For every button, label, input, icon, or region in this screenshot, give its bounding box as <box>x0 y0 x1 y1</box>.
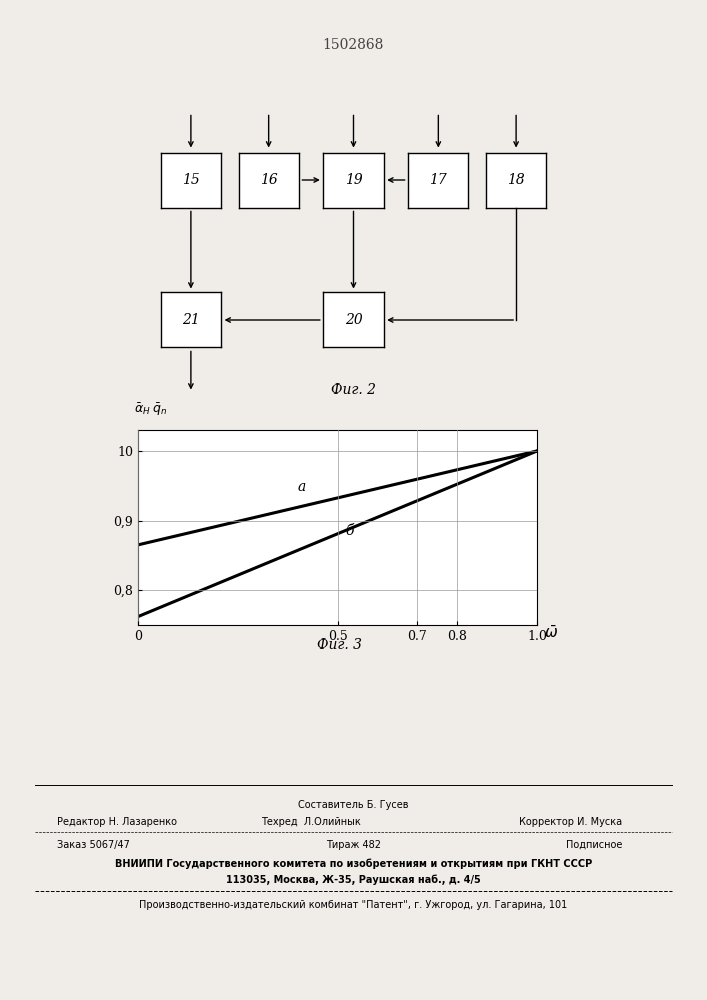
Text: $\bar{\alpha}_{\mathit{H}}\;\bar{q}_{\mathit{n}}$: $\bar{\alpha}_{\mathit{H}}\;\bar{q}_{\ma… <box>134 401 168 418</box>
Text: 15: 15 <box>182 173 200 187</box>
Text: Составитель Б. Гусев: Составитель Б. Гусев <box>298 800 409 810</box>
Text: 1502868: 1502868 <box>323 38 384 52</box>
Text: a: a <box>298 480 306 494</box>
Text: 113035, Москва, Ж-35, Раушская наб., д. 4/5: 113035, Москва, Ж-35, Раушская наб., д. … <box>226 875 481 885</box>
Text: 17: 17 <box>429 173 448 187</box>
Text: ВНИИПИ Государственного комитета по изобретениям и открытиям при ГКНТ СССР: ВНИИПИ Государственного комитета по изоб… <box>115 859 592 869</box>
Text: 19: 19 <box>344 173 363 187</box>
Text: Фиг. 3: Фиг. 3 <box>317 638 362 652</box>
Text: Фиг. 2: Фиг. 2 <box>331 383 376 397</box>
Text: Подписное: Подписное <box>566 840 622 850</box>
Text: Редактор Н. Лазаренко: Редактор Н. Лазаренко <box>57 817 177 827</box>
Text: б: б <box>346 524 354 538</box>
Text: Корректор И. Муска: Корректор И. Муска <box>519 817 622 827</box>
Text: Производственно-издательский комбинат "Патент", г. Ужгород, ул. Гагарина, 101: Производственно-издательский комбинат "П… <box>139 900 568 910</box>
Text: Техред  Л.Олийнык: Техред Л.Олийнык <box>261 817 361 827</box>
Text: 20: 20 <box>344 313 363 327</box>
Text: 16: 16 <box>259 173 278 187</box>
Text: 18: 18 <box>507 173 525 187</box>
Text: Заказ 5067/47: Заказ 5067/47 <box>57 840 129 850</box>
Text: $\bar{\omega}$: $\bar{\omega}$ <box>544 625 559 641</box>
Text: 21: 21 <box>182 313 200 327</box>
Text: Тираж 482: Тираж 482 <box>326 840 381 850</box>
